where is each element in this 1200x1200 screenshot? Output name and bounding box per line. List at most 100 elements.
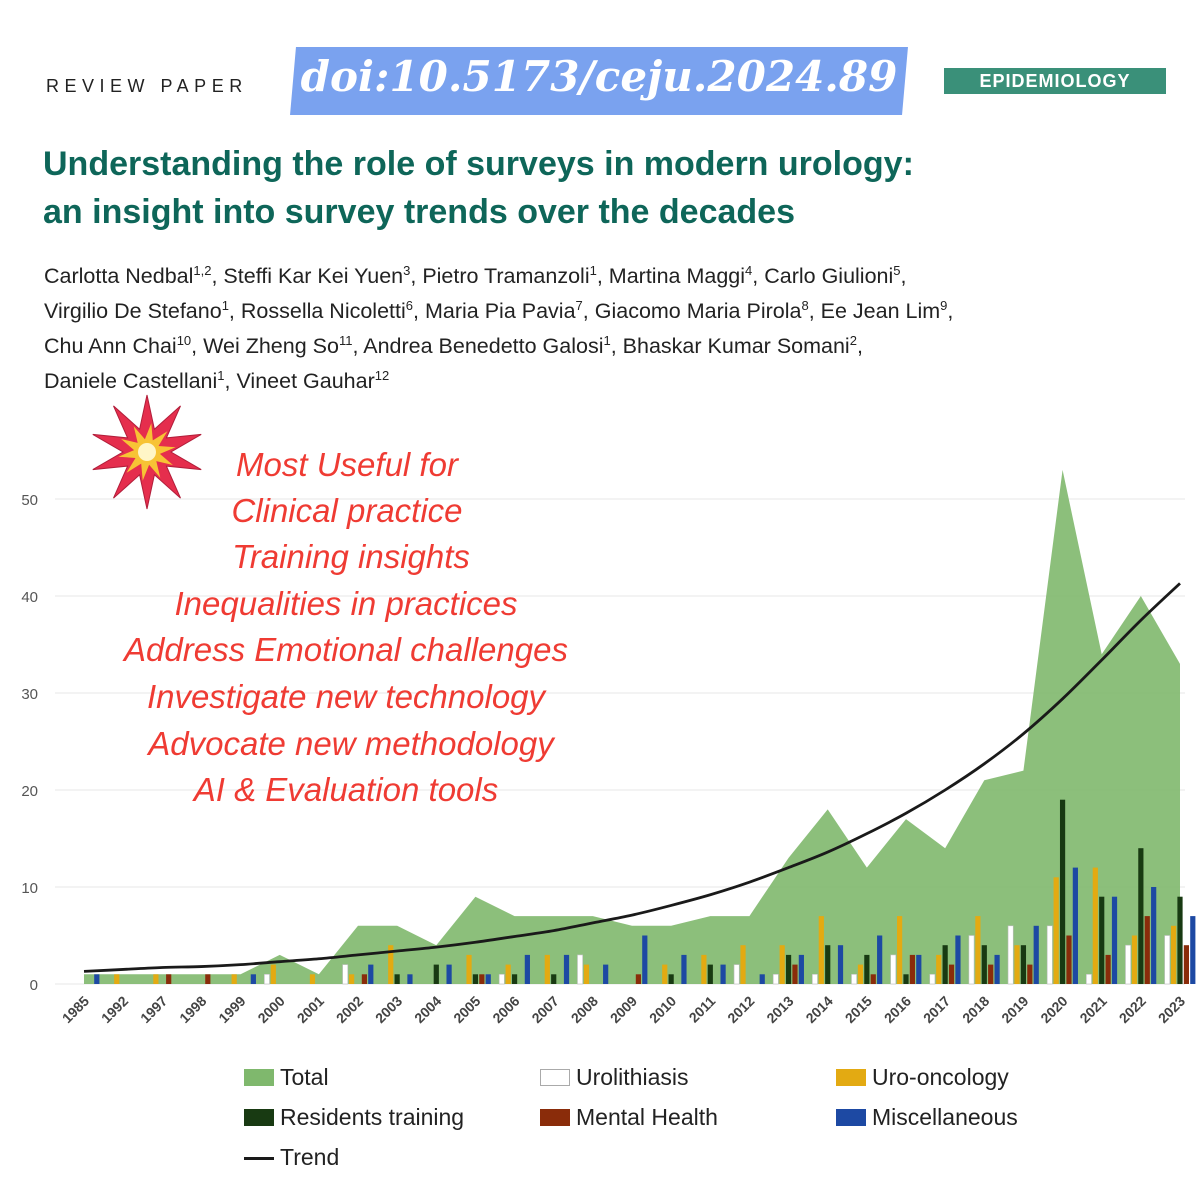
author-name: Bhaskar Kumar Somani: [622, 334, 850, 359]
y-tick-label: 0: [30, 977, 38, 994]
bar-mental-health: [948, 964, 955, 984]
legend-label: Mental Health: [576, 1104, 718, 1130]
bar-uro-oncology: [1014, 945, 1020, 984]
annotation-line: Inequalities in practices: [174, 585, 517, 622]
bar-uro-oncology: [114, 974, 120, 984]
x-tick-label: 2002: [333, 993, 366, 1026]
x-tick-label: 2009: [607, 993, 640, 1026]
bar-mental-health: [792, 964, 798, 984]
bar-residents-training: [981, 945, 987, 984]
x-tick-label: 2015: [842, 993, 875, 1026]
author-name: Ee Jean Lim: [820, 299, 941, 324]
author-affiliation: 11: [338, 333, 353, 349]
author-name: Steffi Kar Kei Yuen: [223, 264, 404, 289]
bar-miscellaneous: [524, 954, 530, 984]
bar-uro-oncology: [779, 945, 785, 984]
bar-residents-training: [903, 974, 909, 984]
x-tick-label: 2022: [1116, 993, 1149, 1026]
annotation-line: Training insights: [232, 538, 470, 575]
author-name: Carlotta Nedbal: [44, 264, 194, 289]
category-bars: [94, 799, 1196, 985]
bar-miscellaneous: [642, 935, 648, 984]
x-tick-label: 2005: [450, 993, 483, 1026]
x-tick-labels: 1985 1992 1997 1998 1999 2000 2001 2002 2003 2004…: [59, 993, 1188, 1026]
trend-line: [83, 582, 1181, 973]
x-tick-label: 2020: [1037, 993, 1070, 1026]
bar-miscellaneous: [368, 964, 374, 984]
bar-mental-health: [1027, 964, 1033, 984]
annotation-overlay: Most Useful for Clinical practice Training…: [92, 394, 568, 808]
bar-miscellaneous: [94, 974, 100, 984]
bar-mental-health: [988, 964, 994, 984]
x-tick-label: 1992: [98, 993, 131, 1026]
x-tick-label: 1999: [215, 993, 248, 1026]
bar-urolithiasis: [1086, 973, 1092, 985]
bar-uro-oncology: [544, 954, 550, 984]
bar-residents-training: [668, 974, 674, 984]
bar-uro-oncology: [1053, 877, 1059, 984]
x-tick-label: 2016: [881, 993, 914, 1026]
bar-miscellaneous: [485, 974, 491, 984]
x-tick-label: 2014: [802, 993, 835, 1026]
author-name: Vineet Gauhar: [236, 369, 375, 394]
bar-miscellaneous: [1033, 925, 1039, 984]
x-tick-label: 2006: [489, 993, 522, 1026]
bar-mental-health: [635, 974, 641, 984]
x-tick-label: 2018: [959, 993, 992, 1026]
bar-uro-oncology: [857, 964, 864, 984]
bar-urolithiasis: [577, 954, 583, 985]
bar-miscellaneous: [955, 935, 961, 984]
y-tick-label: 20: [21, 783, 38, 800]
x-tick-label: 1985: [59, 993, 92, 1026]
annotation-line: Investigate new technology: [147, 678, 548, 715]
author-affiliation: 8: [801, 298, 809, 314]
author-affiliation: 3: [403, 263, 411, 278]
author-affiliation: 5: [893, 263, 901, 278]
bar-uro-oncology: [662, 964, 668, 984]
bar-residents-training: [864, 954, 870, 984]
bar-miscellaneous: [407, 974, 413, 984]
bar-mental-health: [166, 974, 172, 984]
bar-residents-training: [707, 964, 713, 984]
author-name: Carlo Giulioni: [764, 264, 894, 289]
legend-swatch: [244, 1109, 274, 1126]
bar-mental-health: [909, 954, 915, 984]
doi-link[interactable]: doi:10.5173/ceju.2024.89: [300, 52, 898, 101]
x-tick-label: 2004: [411, 993, 444, 1026]
annotation-line: Clinical practice: [231, 492, 462, 529]
total-area: [84, 469, 1180, 984]
author-line: Virgilio De Stefano1, Rossella Nicoletti…: [44, 298, 954, 324]
bar-residents-training: [1020, 945, 1027, 984]
author-affiliation: 6: [405, 298, 414, 314]
author-name: Daniele Castellani: [44, 369, 218, 394]
legend-label: Residents training: [280, 1104, 465, 1130]
annotation-line: AI & Evaluation tools: [192, 771, 499, 808]
trend-path: [83, 582, 1181, 973]
legend-label: Urolithiasis: [576, 1064, 689, 1090]
bar-uro-oncology: [270, 964, 276, 984]
bar-uro-oncology: [505, 964, 511, 984]
section-badge: EPIDEMIOLOGY: [944, 68, 1166, 94]
bar-miscellaneous: [916, 954, 922, 984]
legend-swatch: [244, 1069, 274, 1086]
bar-miscellaneous: [837, 945, 844, 984]
x-tick-label: 1998: [176, 993, 209, 1026]
legend-swatch: [836, 1109, 866, 1126]
author-affiliation: 1: [217, 368, 225, 384]
x-tick-label: 2003: [372, 993, 405, 1026]
bar-miscellaneous: [1072, 867, 1078, 984]
bar-uro-oncology: [1092, 867, 1098, 984]
bar-uro-oncology: [975, 916, 981, 984]
author-affiliation: 4: [745, 263, 753, 278]
bar-uro-oncology: [583, 964, 590, 984]
bar-uro-oncology: [818, 916, 824, 984]
bar-mental-health: [1183, 945, 1189, 984]
y-tick-labels: 0 10 20 30 40 50: [21, 492, 38, 994]
total-area-path: [84, 469, 1180, 984]
bar-mental-health: [361, 974, 367, 984]
bar-residents-training: [942, 945, 948, 984]
title-line-2: an insight into survey trends over the d…: [43, 193, 795, 231]
author-name: Giacomo Maria Pirola: [594, 299, 802, 324]
bar-uro-oncology: [466, 954, 472, 984]
bar-miscellaneous: [877, 935, 883, 984]
